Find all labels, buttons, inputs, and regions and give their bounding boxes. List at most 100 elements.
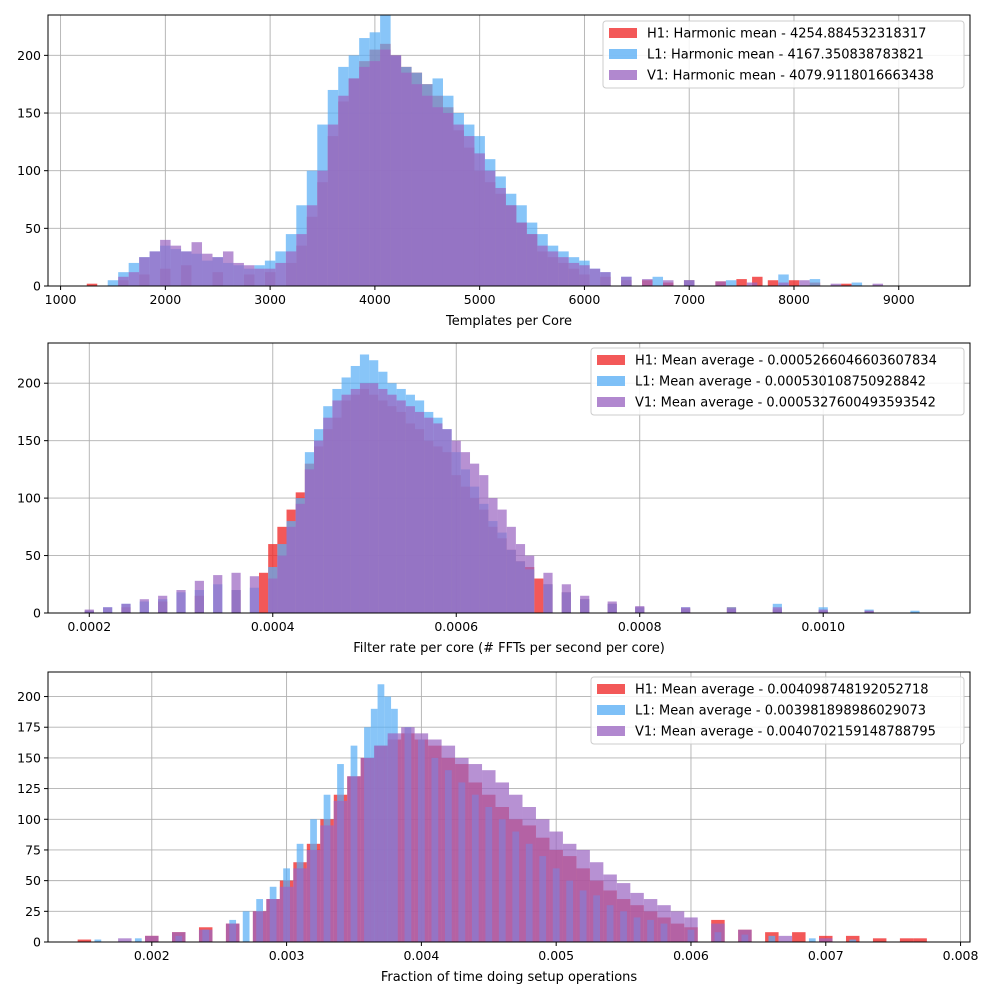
x-tick-label: 8000 [778,292,810,307]
legend-entry: L1: Harmonic mean - 4167.350838783821 [647,48,924,63]
histogram-bar [387,733,402,942]
histogram-bar [121,603,131,613]
y-tick-label: 125 [17,781,41,796]
histogram-bar [576,849,590,942]
histogram-bar [231,572,241,613]
histogram-bar [468,764,483,942]
legend-swatch [609,49,637,59]
histogram-bar [441,745,456,942]
histogram-bar [181,251,192,286]
histogram-bar [506,526,516,613]
legend-swatch [597,705,625,715]
y-tick-label: 100 [17,163,41,178]
x-tick-label: 7000 [673,292,705,307]
histogram-bar [360,757,375,942]
legend-entry: V1: Mean average - 0.0005327600493593542 [635,396,936,411]
histogram-bar [799,280,810,286]
y-tick-label: 100 [17,812,41,827]
histogram-bar [516,222,527,286]
histogram-bar [841,283,852,286]
histogram-bar [134,938,142,942]
histogram-bar [535,819,550,942]
histogram-bar [534,578,544,613]
legend-entry: H1: Mean average - 0.004098748192052718 [635,683,929,698]
histogram-bar [295,503,305,613]
histogram-bar [736,279,747,286]
legend: H1: Mean average - 0.0005266046603607834… [590,347,965,416]
histogram-bar [286,526,296,613]
y-tick-label: 175 [17,720,41,735]
histogram-bar [380,49,391,286]
x-tick-label: 0.0006 [434,619,478,634]
histogram-bars [77,684,927,942]
histogram-bar [149,251,161,286]
histogram-bar [103,607,113,613]
histogram-bar [172,932,186,942]
histogram-bar [642,279,653,286]
histogram-bar [320,825,334,942]
y-tick-label: 200 [17,376,41,391]
legend: H1: Harmonic mean - 4254.884532318317 L1:… [602,20,965,89]
x-tick-label: 0.004 [403,948,439,963]
y-tick-label: 50 [25,873,41,888]
histogram-bar [849,939,857,942]
histogram-bar [549,831,563,942]
histogram-bar [913,938,927,942]
x-axis-label: Fraction of time doing setup operations [381,970,638,985]
histogram-bar [86,283,98,286]
x-tick-label: 0.008 [943,948,979,963]
histogram-bar [264,268,276,286]
histogram-bar [497,509,507,613]
y-tick-label: 200 [17,48,41,63]
histogram-bar [568,262,580,286]
histogram-bar [268,578,278,613]
histogram-bar [778,274,789,286]
histogram-bar [792,932,806,942]
histogram-bar [424,417,434,613]
histogram-bar [460,452,471,613]
histogram-bar [778,935,793,942]
y-tick-label: 50 [25,548,41,563]
histogram-bar [390,55,402,286]
histogram-bar [432,107,443,286]
histogram-bar [243,265,255,286]
histogram-bar [580,595,590,613]
histogram-bar [118,276,129,286]
histogram-bar [715,281,726,286]
histogram-bar [359,66,370,286]
y-tick-label: 50 [25,221,41,236]
histogram-bar [657,905,671,942]
y-tick-label: 200 [17,689,41,704]
histogram-bar [442,113,454,286]
histogram-bar [374,745,388,942]
x-axis-label: Filter rate per core (# FFTs per second … [353,641,665,656]
histogram-bar [118,938,132,942]
histogram-bar [378,388,388,613]
histogram-bar [198,929,213,942]
histogram-bar [778,282,789,286]
histogram-bar [254,268,265,286]
histogram-bar [768,935,776,942]
histogram-bar [621,276,632,286]
histogram-bar [872,938,887,942]
histogram-bar [558,257,569,286]
y-tick-label: 0 [33,279,41,294]
histogram-bar [369,383,379,613]
histogram-bar [488,498,498,613]
y-tick-label: 150 [17,106,41,121]
histogram-bar [401,72,412,286]
y-tick-label: 100 [17,491,41,506]
histogram-bar [819,938,833,942]
histogram-bar [482,770,496,942]
histogram-bar [451,440,461,613]
histogram-bar [652,276,664,286]
y-tick-label: 0 [33,606,41,621]
x-tick-label: 0.002 [134,948,170,963]
legend-entry: V1: Harmonic mean - 4079.9118016663438 [647,69,934,84]
legend-entry: L1: Mean average - 0.000530108750928842 [635,375,926,390]
histogram-bar [767,280,779,286]
histogram-bar [225,923,240,942]
x-axis-label: Templates per Core [445,314,572,329]
y-tick-label: 75 [25,842,41,857]
histogram-bar [249,576,260,613]
